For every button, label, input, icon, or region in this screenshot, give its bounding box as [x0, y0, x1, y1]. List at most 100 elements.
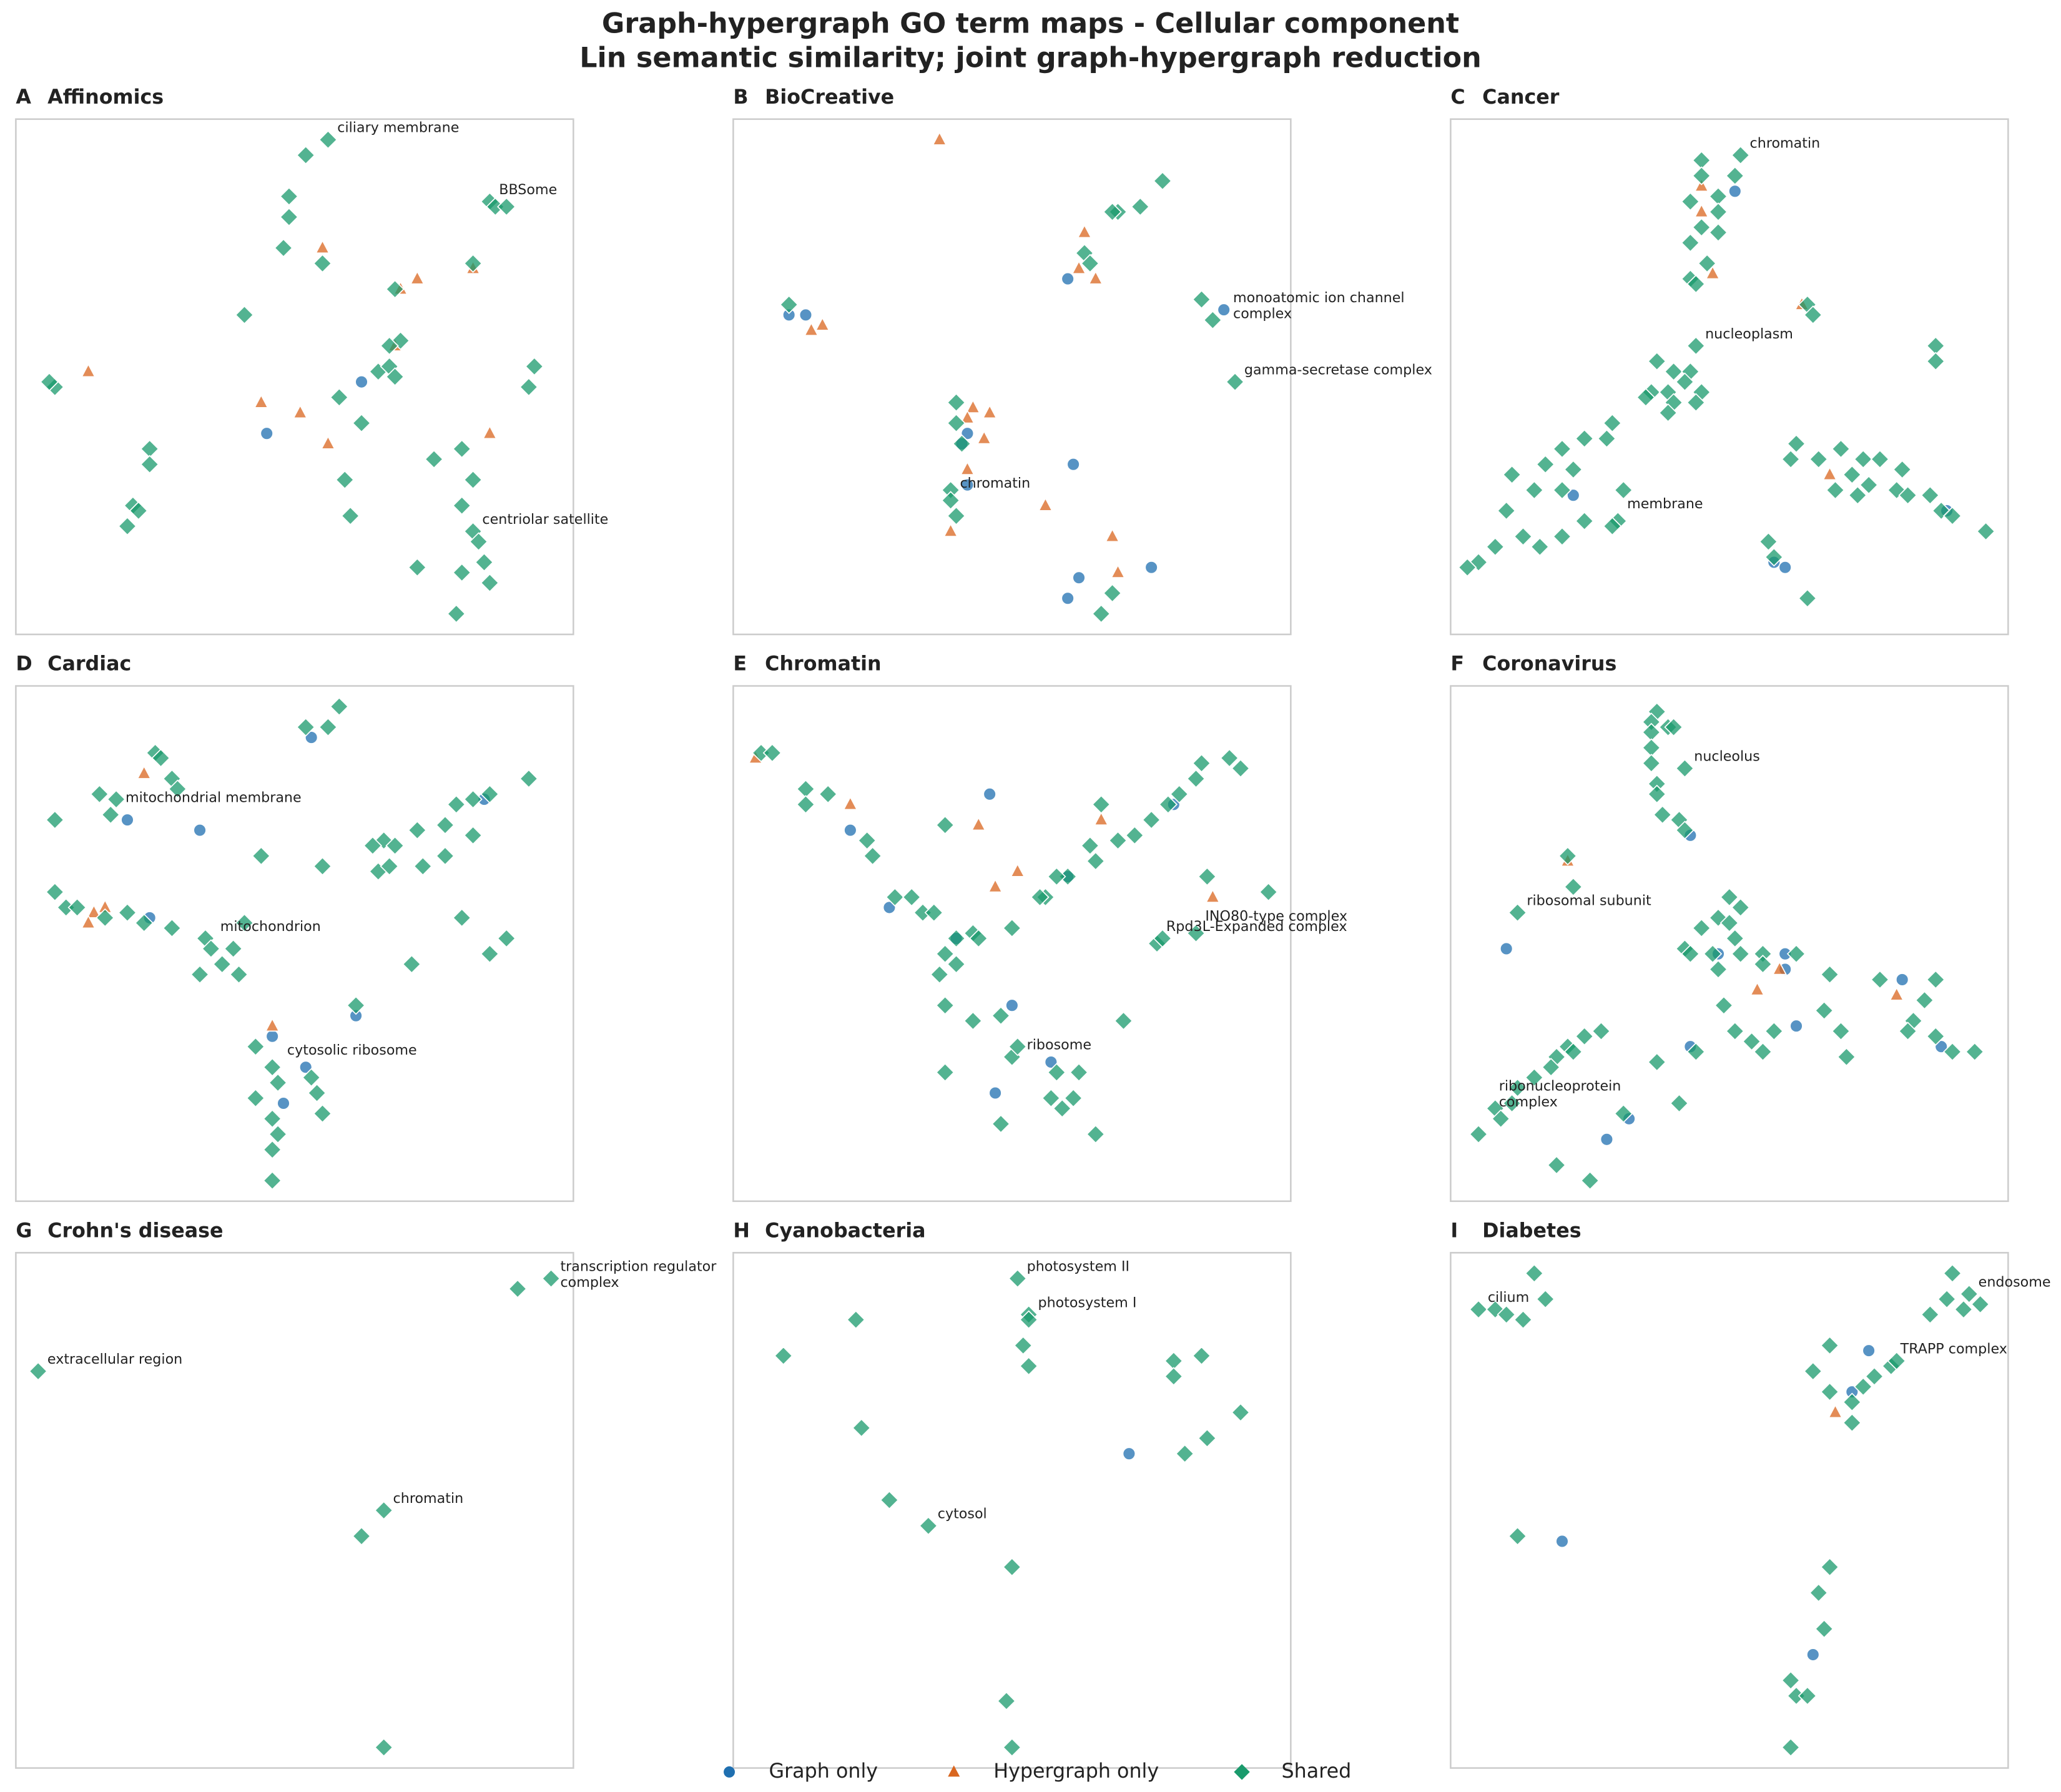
point [1822, 466, 1837, 481]
point [1926, 352, 1945, 371]
annotation: monoatomic ion channel complex [1233, 290, 1405, 322]
point [424, 450, 444, 469]
point [1008, 1269, 1027, 1288]
point [1725, 166, 1744, 185]
point [1186, 923, 1206, 943]
annotation: ribosome [1027, 1036, 1091, 1053]
point [363, 836, 383, 855]
point [947, 506, 966, 526]
point [330, 388, 349, 407]
point [1742, 1031, 1761, 1051]
point [843, 795, 858, 810]
annotation-line: complex [560, 1274, 619, 1290]
point [796, 795, 815, 814]
point [804, 322, 819, 337]
point [1692, 217, 1711, 237]
point [1205, 889, 1221, 903]
point [463, 470, 483, 490]
annotation-line: transcription regulator [560, 1258, 717, 1274]
point [1525, 1068, 1544, 1087]
annotation-line: chromatin [960, 475, 1030, 491]
point [1942, 1042, 1962, 1061]
point [262, 1058, 282, 1077]
panel-title: Coronavirus [1482, 653, 1616, 676]
point [1030, 887, 1050, 907]
point [1778, 561, 1792, 574]
annotation-line: centriolar satellite [482, 511, 608, 527]
point [463, 254, 483, 273]
point [1921, 1305, 1940, 1324]
point [1044, 1055, 1058, 1069]
point [1093, 811, 1109, 826]
point [1558, 846, 1578, 866]
point [1764, 1022, 1784, 1041]
point [1827, 1404, 1843, 1419]
point [480, 784, 499, 804]
point [452, 439, 471, 459]
annotation-line: chromatin [393, 1490, 464, 1506]
point [1806, 1648, 1820, 1662]
point [1086, 1125, 1105, 1144]
legend-marker [724, 1766, 735, 1778]
point [1158, 795, 1178, 814]
annotation-line: nucleolus [1694, 748, 1760, 764]
annotation-line: cytosolic ribosome [287, 1041, 417, 1058]
point [1567, 488, 1580, 502]
point [1575, 511, 1594, 531]
point [262, 1109, 282, 1128]
point [1513, 527, 1533, 546]
annotation: INO80-type complex [1205, 908, 1347, 924]
point [374, 1500, 393, 1520]
point [1889, 987, 1904, 1001]
point [947, 928, 966, 948]
panel-title: Cardiac [47, 653, 131, 676]
point [446, 604, 466, 624]
point [117, 516, 137, 536]
point [1219, 748, 1239, 768]
point [402, 955, 421, 974]
point [302, 1068, 321, 1087]
annotation: gamma-secretase complex [1244, 362, 1432, 378]
annotation-line: Rpd3L-Expanded complex [1166, 918, 1347, 934]
point [1603, 516, 1622, 536]
point [882, 900, 897, 915]
point [480, 944, 499, 963]
point [129, 501, 149, 521]
point [81, 363, 96, 378]
point [935, 815, 955, 835]
point [930, 965, 949, 984]
point [1153, 928, 1173, 948]
point [318, 130, 338, 149]
point [852, 1418, 871, 1438]
point [1892, 460, 1912, 480]
point [1921, 486, 1940, 505]
point [1719, 913, 1739, 933]
point [1759, 532, 1778, 551]
point [1719, 887, 1739, 907]
point [262, 1140, 282, 1159]
point [1614, 480, 1633, 500]
point [1061, 272, 1075, 286]
point [1536, 455, 1555, 474]
point [1108, 830, 1128, 850]
annotation: centriolar satellite [482, 511, 608, 527]
point [935, 944, 955, 963]
point [1831, 1022, 1851, 1041]
point [1675, 820, 1695, 840]
point [1144, 561, 1158, 574]
point [1110, 564, 1126, 578]
point [1217, 303, 1231, 317]
point [863, 846, 882, 866]
point [1552, 439, 1572, 459]
point [1915, 990, 1934, 1010]
panel-letter: G [16, 1219, 32, 1242]
point [1686, 274, 1706, 294]
point [779, 295, 799, 315]
point [497, 197, 516, 217]
point [1694, 203, 1709, 218]
point [1658, 403, 1678, 423]
annotation-line: mitochondrion [220, 918, 321, 934]
point [1231, 1402, 1251, 1422]
point [991, 1114, 1011, 1134]
point [1786, 944, 1806, 963]
